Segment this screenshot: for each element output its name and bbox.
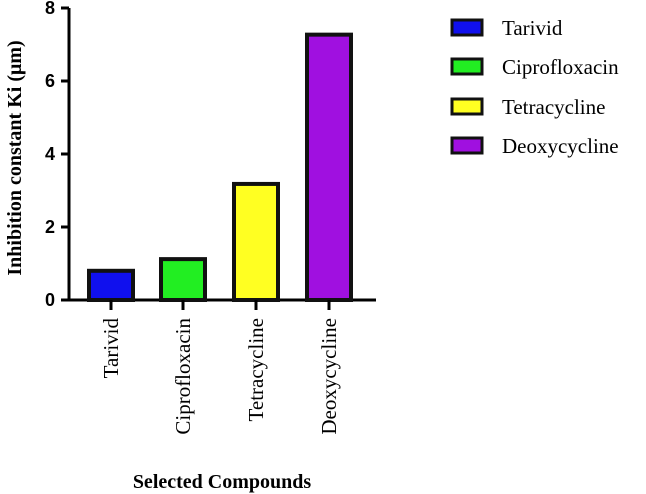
y-tick-labels: 0 2 4 6 8: [45, 0, 55, 310]
y-ticks: [61, 6, 69, 302]
x-tick-label: Ciprofloxacin: [171, 318, 195, 435]
legend: Tarivid Ciprofloxacin Tetracycline Deoxycyc…: [450, 16, 619, 158]
x-tick-label: Tarivid: [99, 318, 123, 379]
y-tick-label: 4: [45, 144, 55, 164]
legend-label: Tetracycline: [502, 95, 605, 119]
x-axis-title: Selected Compounds: [133, 471, 312, 493]
y-tick-label: 0: [45, 290, 55, 310]
x-ticks: [109, 300, 331, 310]
legend-swatch: [450, 57, 484, 76]
bars: [87, 32, 353, 303]
x-tick-label: Tetracycline: [244, 318, 268, 421]
legend-swatch: [450, 97, 484, 116]
legend-label: Deoxycycline: [502, 134, 619, 158]
bar-ciprofloxacin: [159, 257, 207, 302]
y-tick-label: 8: [45, 0, 55, 18]
y-tick-label: 6: [45, 71, 55, 91]
y-axis-title: Inhibition constant Ki (μm): [4, 40, 26, 275]
bar-tarivid: [87, 268, 135, 302]
y-tick-label: 2: [45, 217, 55, 237]
bar-tetracycline: [232, 181, 280, 302]
bar-deoxycycline: [305, 32, 353, 303]
legend-label: Ciprofloxacin: [502, 55, 619, 79]
legend-label: Tarivid: [502, 16, 563, 40]
x-tick-label: Deoxycycline: [317, 318, 341, 435]
legend-swatch: [450, 136, 484, 155]
legend-swatch: [450, 18, 484, 37]
x-tick-labels: Tarivid Ciprofloxacin Tetracycline Deoxycyc…: [99, 318, 341, 435]
